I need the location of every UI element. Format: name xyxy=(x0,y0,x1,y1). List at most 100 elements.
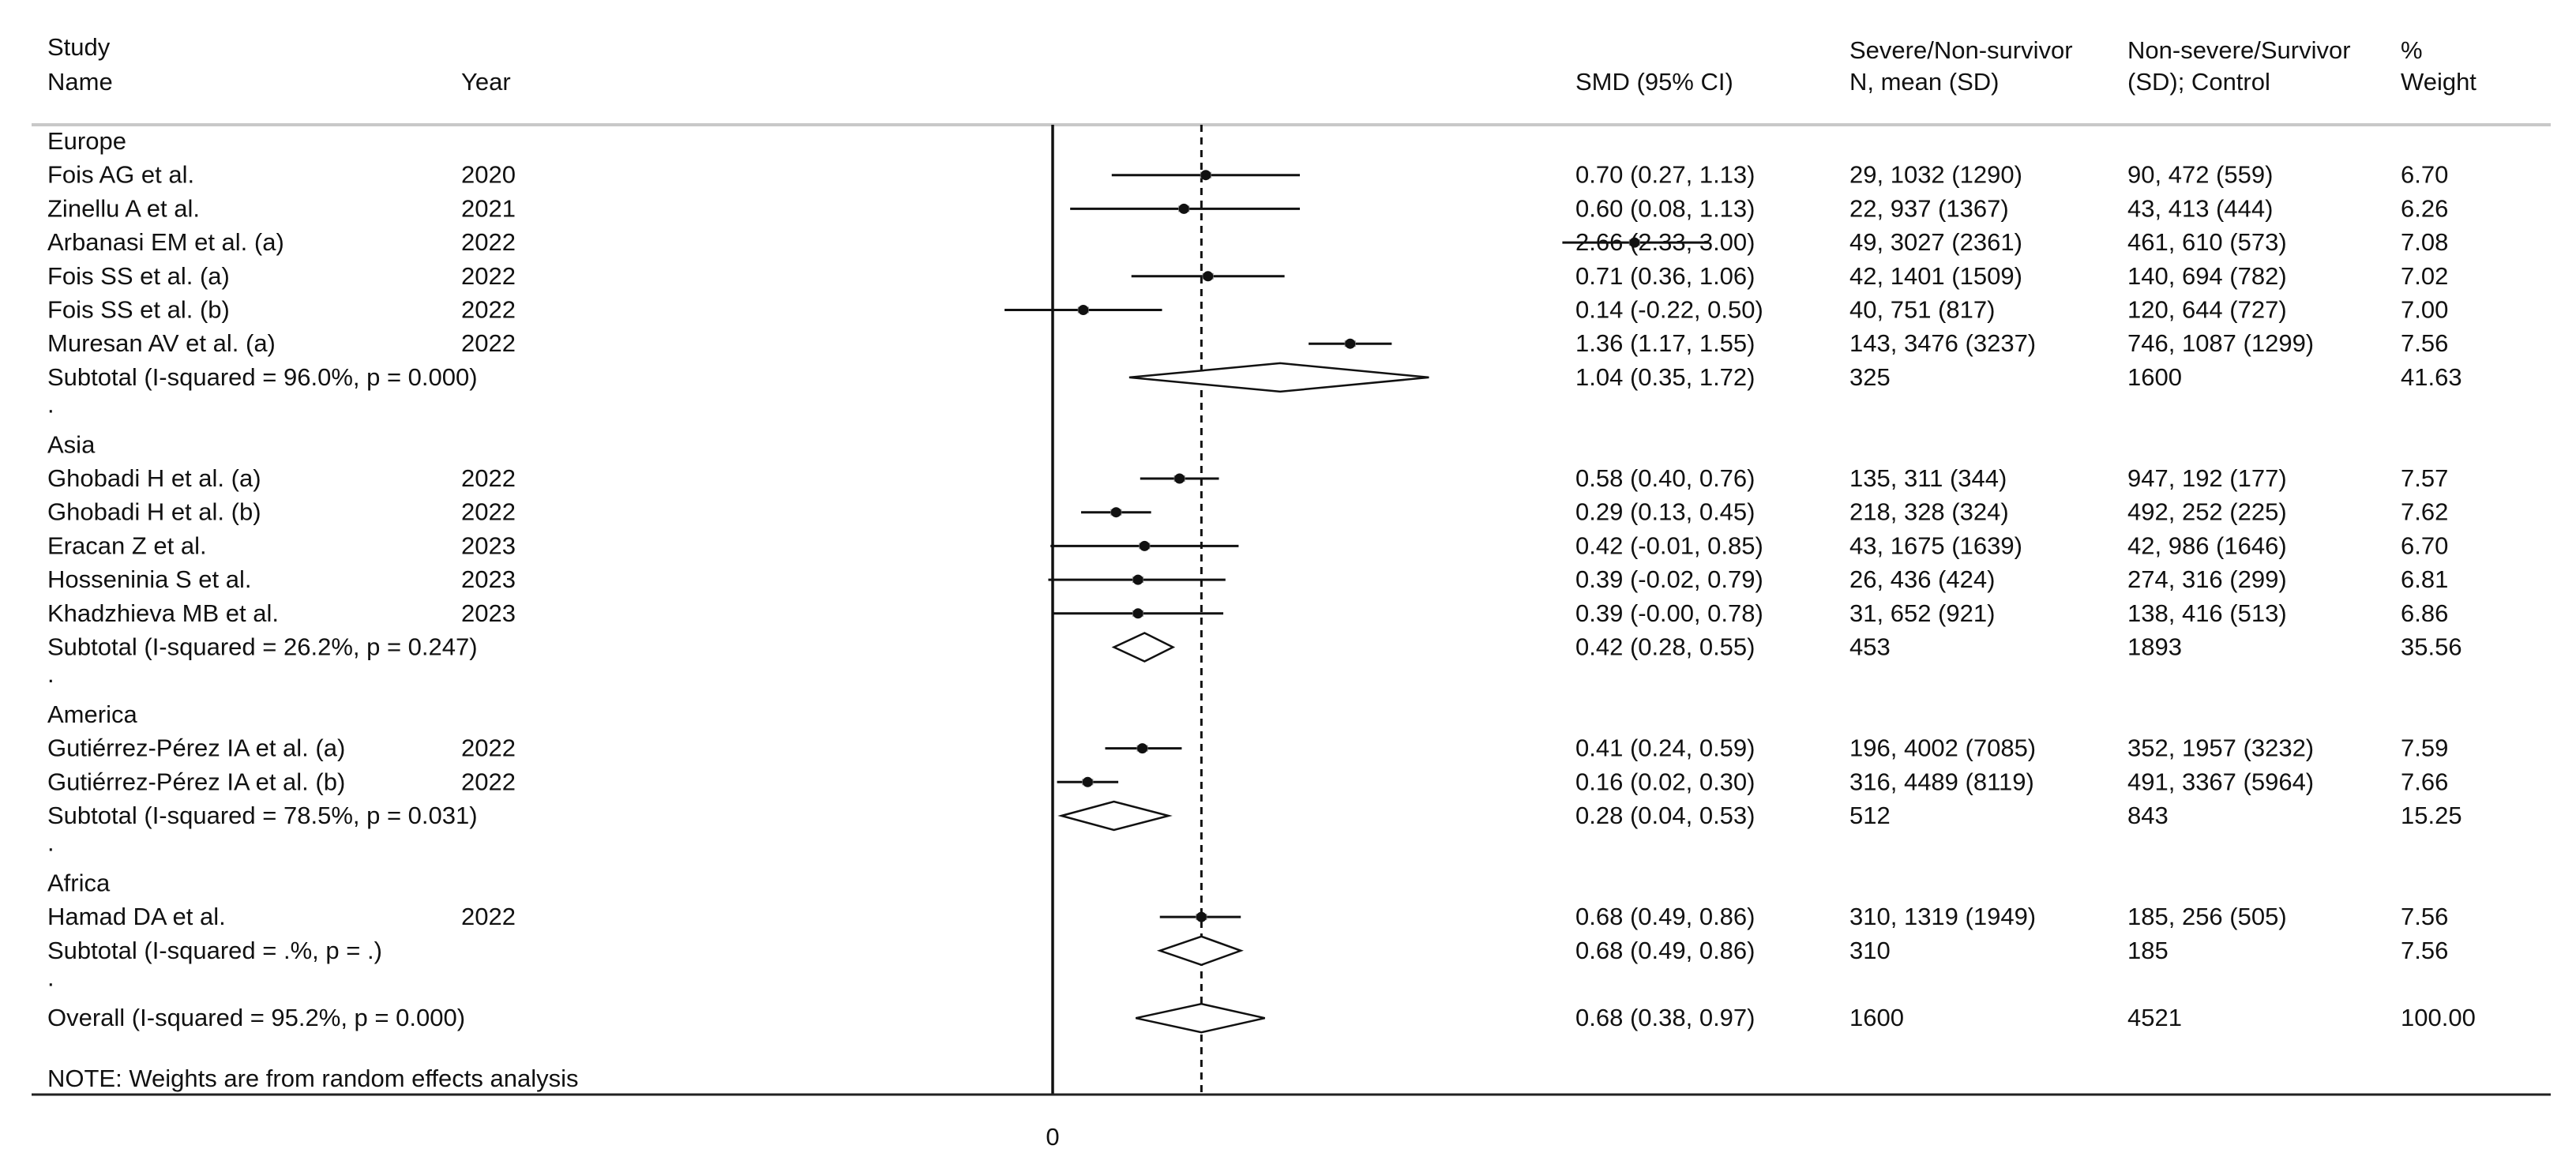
header-weight-line1: % xyxy=(2401,36,2423,64)
smd-ci-value: 0.16 (0.02, 0.30) xyxy=(1575,768,1756,795)
controls-value: 1600 xyxy=(2127,363,2182,391)
controls-value: 4521 xyxy=(2127,1004,2182,1031)
cases-value: 316, 4489 (8119) xyxy=(1849,768,2034,795)
subtotal-diamond xyxy=(1128,362,1429,393)
study-name: Gutiérrez-Pérez IA et al. (a) xyxy=(47,734,345,762)
study-name: Khadzhieva MB et al. xyxy=(47,599,279,627)
study-year: 2020 xyxy=(461,161,516,189)
study-year: 2023 xyxy=(461,599,516,627)
cases-value: 43, 1675 (1639) xyxy=(1849,531,2022,559)
study-name: Ghobadi H et al. (a) xyxy=(47,464,261,492)
weight-value: 7.62 xyxy=(2401,498,2448,526)
study-year: 2022 xyxy=(461,498,516,526)
weight-value: 15.25 xyxy=(2401,802,2462,829)
study-year: 2022 xyxy=(461,296,516,324)
controls-value: 140, 694 (782) xyxy=(2127,262,2287,290)
forest-rows: Europe Fois AG et al. 2020 0.70 (0.27, 1.13… xyxy=(47,127,2476,1031)
study-name: Arbanasi EM et al. (a) xyxy=(47,228,284,256)
point-estimate xyxy=(1082,776,1093,787)
study-name: Hosseninia S et al. xyxy=(47,565,251,593)
controls-value: 1893 xyxy=(2127,633,2182,661)
weight-value: 7.56 xyxy=(2401,903,2448,930)
weight-value: 35.56 xyxy=(2401,633,2462,661)
controls-value: 185, 256 (505) xyxy=(2127,903,2287,930)
study-year: 2022 xyxy=(461,464,516,492)
cases-value: 512 xyxy=(1849,802,1891,829)
cases-value: 325 xyxy=(1849,363,1891,391)
group-label: Europe xyxy=(47,127,126,155)
weight-value: 6.70 xyxy=(2401,161,2448,189)
weight-value: 6.70 xyxy=(2401,531,2448,559)
weight-value: 41.63 xyxy=(2401,363,2462,391)
controls-value: 352, 1957 (3232) xyxy=(2127,734,2314,762)
x-axis: 0 xyxy=(1046,1123,1059,1151)
point-estimate xyxy=(1139,540,1150,551)
controls-value: 43, 413 (444) xyxy=(2127,194,2273,222)
study-year: 2022 xyxy=(461,734,516,762)
cases-value: 310, 1319 (1949) xyxy=(1849,903,2036,930)
point-estimate xyxy=(1178,203,1189,214)
smd-ci-value: 0.70 (0.27, 1.13) xyxy=(1575,161,1756,189)
study-name: Fois SS et al. (a) xyxy=(47,262,230,290)
group-label: Asia xyxy=(47,430,96,458)
study-name: Zinellu A et al. xyxy=(47,194,200,222)
point-estimate xyxy=(1137,743,1148,754)
controls-value: 138, 416 (513) xyxy=(2127,599,2287,627)
header-controls-line2: (SD); Control xyxy=(2127,68,2270,96)
smd-ci-value: 0.41 (0.24, 0.59) xyxy=(1575,734,1756,762)
study-name: Muresan AV et al. (a) xyxy=(47,329,276,357)
weight-value: 6.86 xyxy=(2401,599,2448,627)
cases-value: 49, 3027 (2361) xyxy=(1849,228,2022,256)
point-estimate xyxy=(1200,170,1211,181)
cases-value: 26, 436 (424) xyxy=(1849,565,1995,593)
weight-value: 100.00 xyxy=(2401,1004,2476,1031)
study-name: Gutiérrez-Pérez IA et al. (b) xyxy=(47,768,345,795)
subtotal-diamond xyxy=(1111,632,1176,663)
subtotal-label: Subtotal (I-squared = 26.2%, p = 0.247) xyxy=(47,633,478,661)
weights-note: NOTE: Weights are from random effects an… xyxy=(47,1065,579,1092)
cases-value: 143, 3476 (3237) xyxy=(1849,329,2036,357)
forest-marks xyxy=(1004,125,1709,1095)
header-controls-line1: Non-severe/Survivor xyxy=(2127,36,2351,64)
smd-ci-value: 0.42 (-0.01, 0.85) xyxy=(1575,531,1763,559)
subtotal-label: Subtotal (I-squared = 78.5%, p = 0.031) xyxy=(47,802,478,829)
smd-ci-value: 0.68 (0.49, 0.86) xyxy=(1575,937,1756,964)
smd-ci-value: 0.60 (0.08, 1.13) xyxy=(1575,194,1756,222)
point-estimate xyxy=(1132,608,1143,619)
cases-value: 31, 652 (921) xyxy=(1849,599,1995,627)
x-tick-label: 0 xyxy=(1046,1123,1059,1151)
cases-value: 196, 4002 (7085) xyxy=(1849,734,2036,762)
point-estimate xyxy=(1345,338,1356,349)
controls-value: 843 xyxy=(2127,802,2169,829)
study-year: 2021 xyxy=(461,194,516,222)
group-spacer: . xyxy=(47,964,54,992)
cases-value: 42, 1401 (1509) xyxy=(1849,262,2022,290)
smd-ci-value: 1.36 (1.17, 1.55) xyxy=(1575,329,1756,357)
study-name: Eracan Z et al. xyxy=(47,531,207,559)
smd-ci-value: 0.68 (0.38, 0.97) xyxy=(1575,1004,1756,1031)
smd-ci-value: 0.29 (0.13, 0.45) xyxy=(1575,498,1756,526)
cases-value: 218, 328 (324) xyxy=(1849,498,2009,526)
header-study-line1: Study xyxy=(47,33,111,61)
point-estimate xyxy=(1132,574,1143,585)
study-year: 2023 xyxy=(461,565,516,593)
group-label: Africa xyxy=(47,869,111,896)
weight-value: 7.02 xyxy=(2401,262,2448,290)
header-cases-line2: N, mean (SD) xyxy=(1849,68,1999,96)
overall-diamond xyxy=(1135,1002,1265,1034)
controls-value: 90, 472 (559) xyxy=(2127,161,2273,189)
point-estimate xyxy=(1110,507,1121,518)
weight-value: 7.66 xyxy=(2401,768,2448,795)
weight-value: 7.57 xyxy=(2401,464,2448,492)
controls-value: 42, 986 (1646) xyxy=(2127,531,2287,559)
cases-value: 40, 751 (817) xyxy=(1849,296,1995,324)
weight-value: 7.56 xyxy=(2401,329,2448,357)
study-name: Hamad DA et al. xyxy=(47,903,226,930)
cases-value: 22, 937 (1367) xyxy=(1849,194,2009,222)
cases-value: 135, 311 (344) xyxy=(1849,464,2007,492)
point-estimate xyxy=(1174,473,1185,484)
cases-value: 453 xyxy=(1849,633,1891,661)
header-cases-line1: Severe/Non-survivor xyxy=(1849,36,2073,64)
controls-value: 185 xyxy=(2127,937,2169,964)
smd-ci-value: 0.28 (0.04, 0.53) xyxy=(1575,802,1756,829)
